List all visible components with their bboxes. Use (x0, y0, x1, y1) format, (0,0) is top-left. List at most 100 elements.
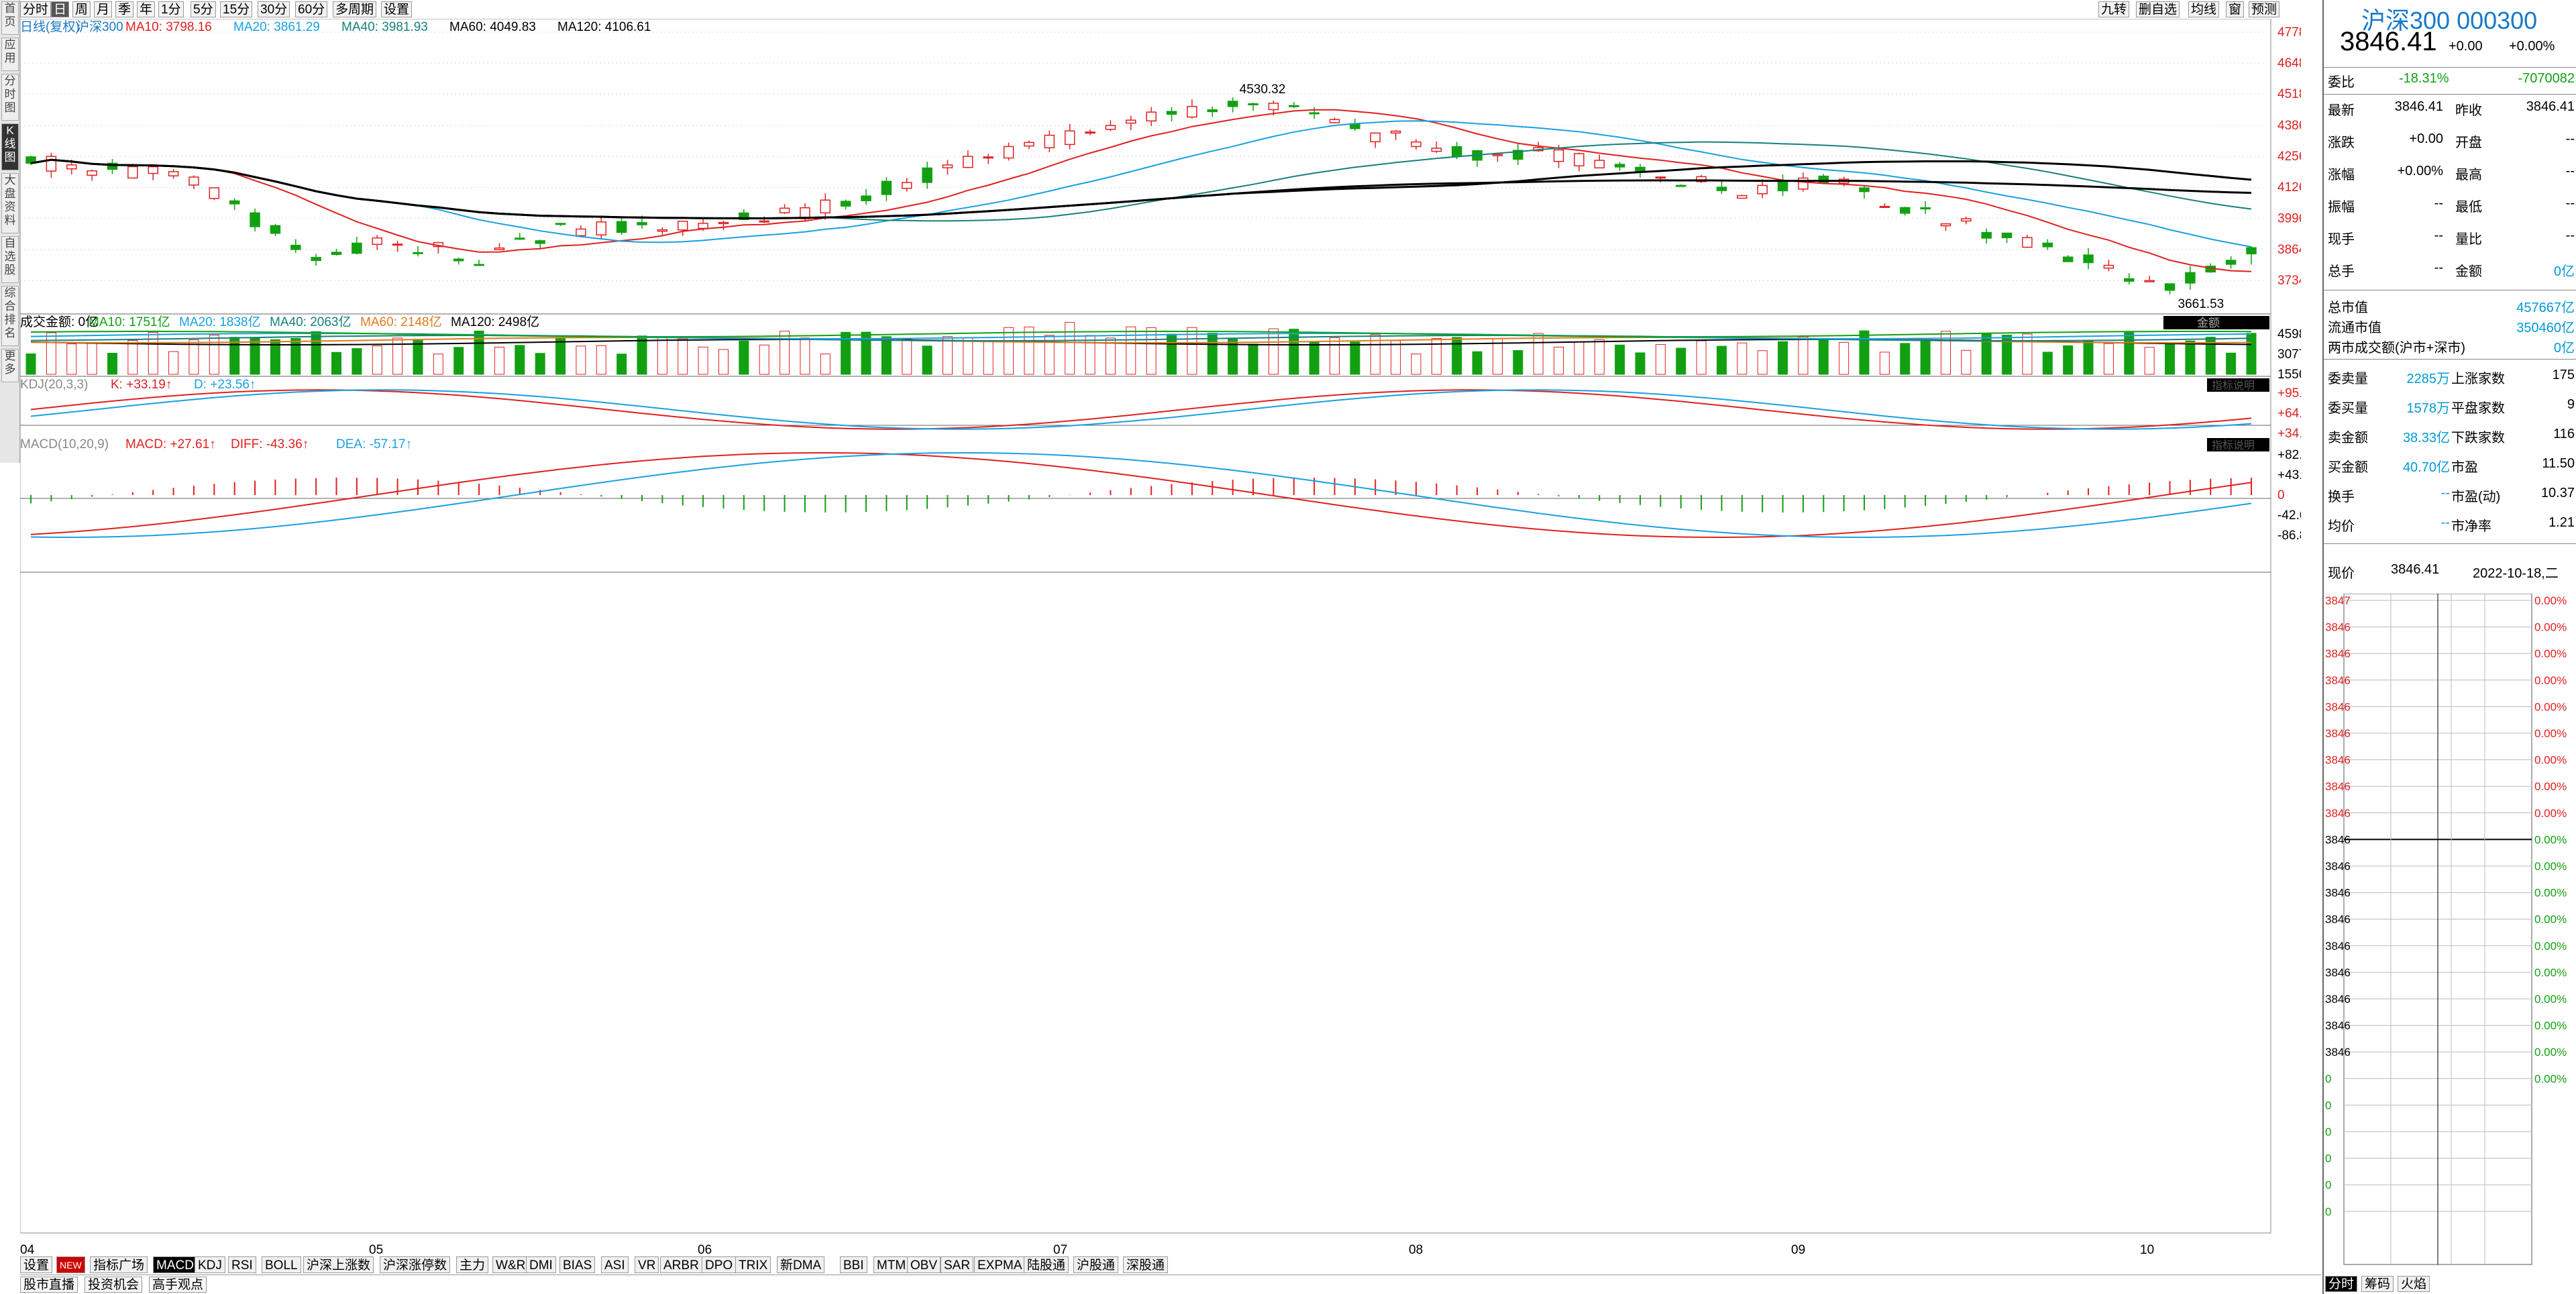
kdj-y-tick: +34.41 (2277, 427, 2301, 441)
candlestick (1635, 164, 1646, 178)
indicator-tab-沪深上涨数[interactable]: 沪深上涨数 (303, 1256, 374, 1273)
indicator-tab-obv[interactable]: OBV (907, 1256, 941, 1273)
volume-ma-line (30, 335, 2252, 341)
indicator-tab-陆股通[interactable]: 陆股通 (1024, 1256, 1069, 1273)
stat-label: 市盈(动) (2451, 490, 2501, 504)
volume-bar (1085, 335, 1095, 375)
indicator-tab-bbi[interactable]: BBI (840, 1256, 867, 1273)
volume-bar (209, 334, 219, 375)
indicator-tab-指标广场[interactable]: 指标广场 (90, 1256, 148, 1273)
macd-help-button[interactable]: 指标说明 (2207, 438, 2269, 451)
candlestick (1064, 123, 1075, 150)
candlestick (657, 227, 668, 235)
period-多周期[interactable]: 多周期 (333, 1, 377, 17)
indicator-tab-rsi[interactable]: RSI (228, 1256, 256, 1273)
cap-label: 流通市值 (2328, 321, 2381, 335)
macd-legend-item: MACD(10,20,9) (20, 437, 109, 451)
volume-bar (2165, 343, 2176, 375)
indicator-tab-arbr[interactable]: ARBR (660, 1256, 702, 1273)
left-tab-更多[interactable]: 更多 (1, 349, 19, 382)
candlestick (983, 154, 994, 164)
indicator-tab-设置[interactable]: 设置 (20, 1256, 53, 1273)
quote-row-value: -- (2565, 164, 2575, 178)
period-30分[interactable]: 30分 (258, 1, 290, 17)
mini-y-right: 0.00% (2534, 1020, 2567, 1032)
left-tab-k线图[interactable]: K线图 (1, 123, 19, 170)
volume-bar (25, 353, 36, 375)
indicator-tab-新dma[interactable]: 新DMA (777, 1256, 825, 1273)
indicator-tab-bias[interactable]: BIAS (559, 1256, 596, 1273)
volume-bar (2063, 345, 2074, 375)
indicator-tab-asi[interactable]: ASI (601, 1256, 629, 1273)
tool-九转[interactable]: 九转 (2098, 1, 2130, 17)
indicator-tab-主力[interactable]: 主力 (456, 1256, 489, 1273)
stat-label: 市盈 (2451, 460, 2478, 475)
kdj-help-button[interactable]: 指标说明 (2207, 378, 2269, 392)
period-分时[interactable]: 分时 (20, 1, 52, 17)
quote-tab-分时[interactable]: 分时 (2325, 1276, 2358, 1292)
bottom-link-投资机会[interactable]: 投资机会 (85, 1277, 143, 1293)
period-设置[interactable]: 设置 (381, 1, 413, 17)
quote-tab-筹码[interactable]: 筹码 (2361, 1276, 2394, 1292)
indicator-tab-w-r[interactable]: W&R (492, 1256, 529, 1273)
period-月[interactable]: 月 (94, 1, 113, 17)
volume-bar (453, 347, 464, 375)
left-tab-应用[interactable]: 应用 (1, 38, 19, 71)
kline-chart-area[interactable]: 4778 4648 4518 4386 4256 4126 3996 3864 3734 日线(复… (20, 19, 2301, 1256)
indicator-tab-沪股通[interactable]: 沪股通 (1073, 1256, 1119, 1273)
tool-窗[interactable]: 窗 (2226, 1, 2245, 17)
tool-删自选[interactable]: 删自选 (2136, 1, 2180, 17)
candlestick (2185, 266, 2196, 290)
tool-均线[interactable]: 均线 (2188, 1, 2220, 17)
candlestick (1085, 129, 1095, 136)
bottom-link-高手观点[interactable]: 高手观点 (149, 1277, 207, 1293)
volume-bar (1696, 340, 1707, 375)
candlestick (46, 152, 57, 178)
mini-y-right: 0.00% (2534, 727, 2567, 740)
period-年[interactable]: 年 (137, 1, 156, 17)
left-tab-综合排名[interactable]: 综合排名 (1, 286, 19, 346)
indicator-tab-vr[interactable]: VR (635, 1256, 659, 1273)
candlestick (2124, 273, 2135, 285)
indicator-tab-macd[interactable]: MACD (153, 1256, 197, 1273)
volume-button[interactable]: 金额 (2163, 316, 2269, 329)
volume-bar (2205, 337, 2216, 375)
indicator-tab-new[interactable]: NEW (56, 1256, 85, 1273)
volume-bar (861, 331, 871, 375)
indicator-tab-trix[interactable]: TRIX (735, 1256, 771, 1273)
indicator-tab-mtm[interactable]: MTM (873, 1256, 910, 1273)
period-5分[interactable]: 5分 (191, 1, 216, 17)
volume-bar (494, 346, 504, 375)
period-季[interactable]: 季 (115, 1, 134, 17)
indicator-tab-kdj[interactable]: KDJ (195, 1256, 225, 1273)
indicator-tab-dmi[interactable]: DMI (526, 1256, 556, 1273)
left-tab-自选股[interactable]: 自选股 (1, 236, 19, 283)
left-tab-首页[interactable]: 首页 (1, 1, 19, 35)
indicator-tab-sar[interactable]: SAR (941, 1256, 974, 1273)
quote-tab-火焰[interactable]: 火焰 (2398, 1276, 2430, 1292)
candlestick (515, 233, 525, 240)
candlestick (168, 169, 179, 179)
volume-bar (1228, 337, 1238, 375)
candlestick (270, 223, 281, 236)
period-1分[interactable]: 1分 (158, 1, 184, 17)
left-tab-分时图[interactable]: 分时图 (1, 74, 19, 121)
indicator-tab-深股通[interactable]: 深股通 (1123, 1256, 1169, 1273)
period-日[interactable]: 日 (51, 1, 70, 17)
indicator-tab-boll[interactable]: BOLL (262, 1256, 301, 1273)
period-60分[interactable]: 60分 (295, 1, 328, 17)
mini-y-left: 0 (2325, 1179, 2331, 1191)
candlestick (1166, 107, 1177, 121)
bottom-link-股市直播[interactable]: 股市直播 (20, 1277, 78, 1293)
indicator-tab-dpo[interactable]: DPO (702, 1256, 737, 1273)
period-周[interactable]: 周 (72, 1, 91, 17)
period-15分[interactable]: 15分 (220, 1, 253, 17)
kline-y-tick: 4518 (2277, 87, 2301, 101)
indicator-tab-沪深涨停数[interactable]: 沪深涨停数 (380, 1256, 451, 1273)
left-tab-大盘资料[interactable]: 大盘资料 (1, 173, 19, 233)
volume-bar (2042, 352, 2053, 375)
candlestick (1716, 180, 1727, 195)
volume-legend-item: MA60: 2148亿 (360, 315, 441, 329)
indicator-tab-expma[interactable]: EXPMA (974, 1256, 1026, 1273)
tool-预测[interactable]: 预测 (2249, 1, 2280, 17)
